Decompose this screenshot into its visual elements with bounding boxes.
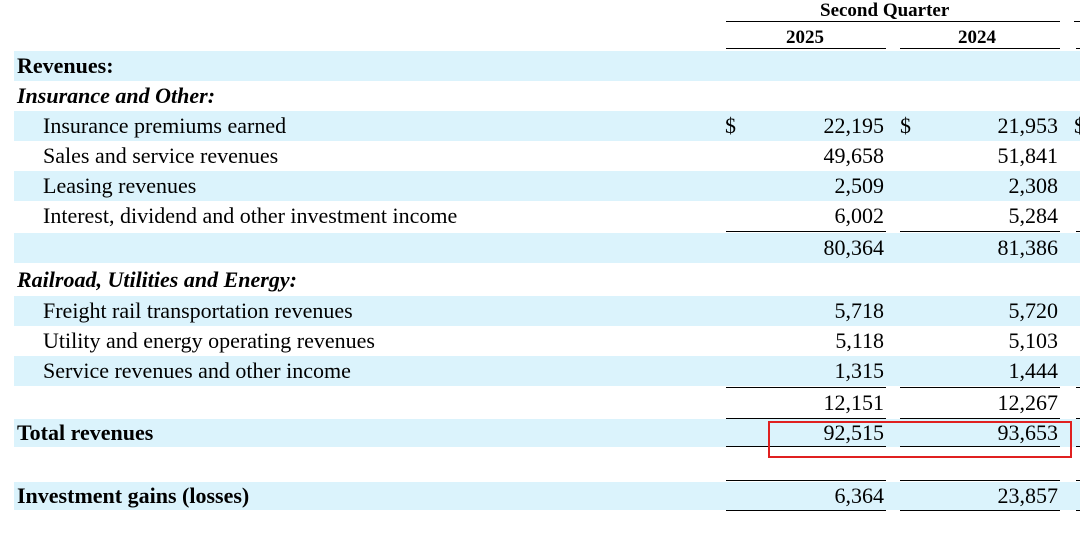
value-2025: 80,364 bbox=[823, 235, 885, 260]
period-header: Second Quarter bbox=[820, 0, 950, 21]
revenues-heading-row: Revenues: bbox=[14, 51, 1080, 81]
row-label: Sales and service revenues bbox=[43, 143, 279, 168]
value-2025: 1,315 bbox=[834, 358, 885, 383]
total-bottom-rule-2024 bbox=[900, 446, 1060, 447]
gains-bottom-rule-2025 bbox=[726, 510, 886, 511]
table-row: Interest, dividend and other investment … bbox=[14, 201, 1080, 231]
header-rule-2025 bbox=[726, 48, 886, 49]
total-top-rule-edge bbox=[1076, 418, 1080, 419]
value-2025: 12,151 bbox=[823, 390, 885, 415]
currency-symbol-2024: $ bbox=[900, 113, 911, 138]
value-2025: 5,118 bbox=[835, 328, 884, 353]
value-2024: 5,284 bbox=[1008, 203, 1059, 228]
value-2024: 51,841 bbox=[997, 143, 1059, 168]
value-2025: 92,515 bbox=[823, 420, 885, 445]
gains-bottom-rule-2024 bbox=[900, 510, 1060, 511]
row-label: Interest, dividend and other investment … bbox=[43, 203, 458, 228]
row-label: Freight rail transportation revenues bbox=[43, 298, 353, 323]
header-rule-edge bbox=[1076, 48, 1080, 49]
column-header-2024: 2024 bbox=[958, 27, 996, 48]
header-top-rule bbox=[726, 21, 1060, 22]
value-2025: 6,364 bbox=[834, 483, 885, 508]
railroad-subtotal-row: 12,151 12,267 bbox=[14, 388, 1080, 418]
row-label: Service revenues and other income bbox=[43, 358, 351, 383]
table-row: Sales and service revenues 49,658 51,841 bbox=[14, 141, 1080, 171]
total-bottom-rule-edge bbox=[1076, 446, 1080, 447]
value-2024: 93,653 bbox=[997, 420, 1059, 445]
table-row: Leasing revenues 2,509 2,308 bbox=[14, 171, 1080, 201]
gains-bottom-rule-edge bbox=[1076, 510, 1080, 511]
gains-top-rule-2025 bbox=[726, 480, 886, 481]
total-top-rule-2024 bbox=[900, 418, 1060, 419]
subtotal-rule-2024 bbox=[900, 387, 1060, 388]
currency-symbol-2025: $ bbox=[725, 113, 736, 138]
value-2025: 22,195 bbox=[823, 113, 885, 138]
row-label: Total revenues bbox=[17, 420, 154, 445]
table-row: Insurance premiums earned $ 22,195 $ 21,… bbox=[14, 111, 1080, 141]
table-row: Service revenues and other income 1,315 … bbox=[14, 356, 1080, 386]
subtotal-rule-edge bbox=[1076, 231, 1080, 232]
value-2025: 2,509 bbox=[834, 173, 885, 198]
total-top-rule-2025 bbox=[726, 418, 886, 419]
highlight-box bbox=[768, 421, 1072, 458]
value-2024: 21,953 bbox=[997, 113, 1059, 138]
header-top-rule-edge bbox=[1074, 21, 1080, 22]
value-2025: 5,718 bbox=[834, 298, 885, 323]
row-label: Leasing revenues bbox=[43, 173, 197, 198]
total-revenues-row: Total revenues 92,515 93,653 bbox=[14, 419, 1080, 447]
value-2024: 5,103 bbox=[1008, 328, 1059, 353]
railroad-heading-row: Railroad, Utilities and Energy: bbox=[14, 265, 1080, 295]
investment-gains-row: Investment gains (losses) 6,364 23,857 bbox=[14, 482, 1080, 510]
insurance-heading: Insurance and Other: bbox=[17, 83, 216, 108]
value-2024: 1,444 bbox=[1008, 358, 1059, 383]
column-header-2025: 2025 bbox=[786, 27, 824, 48]
insurance-subtotal-row: 80,364 81,386 bbox=[14, 233, 1080, 263]
header-rule-2024 bbox=[900, 48, 1060, 49]
value-2024: 12,267 bbox=[997, 390, 1059, 415]
row-label: Utility and energy operating revenues bbox=[43, 328, 375, 353]
table-row: Freight rail transportation revenues 5,7… bbox=[14, 296, 1080, 326]
subtotal-rule-edge bbox=[1076, 387, 1080, 388]
value-2024: 5,720 bbox=[1008, 298, 1059, 323]
value-2024: 2,308 bbox=[1008, 173, 1059, 198]
gains-top-rule-2024 bbox=[900, 480, 1060, 481]
subtotal-rule-2025 bbox=[726, 231, 886, 232]
value-2024: 81,386 bbox=[997, 235, 1059, 260]
revenues-heading: Revenues: bbox=[17, 53, 114, 78]
value-2025: 6,002 bbox=[834, 203, 885, 228]
table-row: Utility and energy operating revenues 5,… bbox=[14, 326, 1080, 356]
gains-top-rule-edge bbox=[1076, 480, 1080, 481]
total-bottom-rule-2025 bbox=[726, 446, 886, 447]
railroad-heading: Railroad, Utilities and Energy: bbox=[17, 267, 297, 292]
row-label: Insurance premiums earned bbox=[43, 113, 287, 138]
value-2024: 23,857 bbox=[997, 483, 1059, 508]
subtotal-rule-2024 bbox=[900, 231, 1060, 232]
row-label: Investment gains (losses) bbox=[17, 483, 250, 508]
currency-symbol-edge: $ bbox=[1074, 113, 1080, 138]
insurance-heading-row: Insurance and Other: bbox=[14, 81, 1080, 111]
value-2025: 49,658 bbox=[823, 143, 885, 168]
subtotal-rule-2025 bbox=[726, 387, 886, 388]
